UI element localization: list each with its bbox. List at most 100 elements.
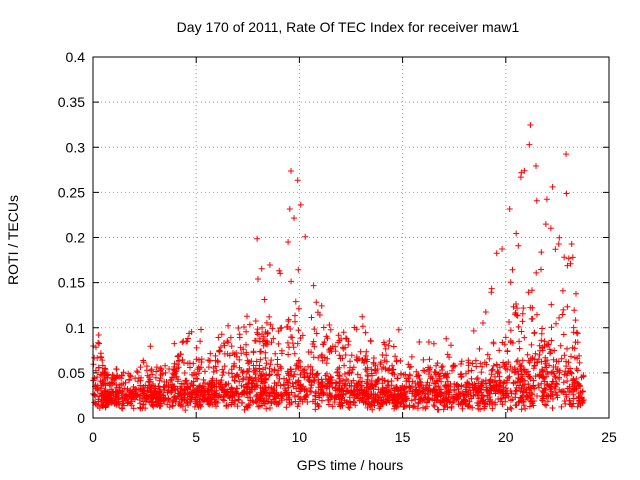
data-point: [412, 386, 419, 393]
data-point: [431, 403, 438, 410]
data-point: [140, 384, 147, 390]
data-point: [218, 331, 225, 338]
data-point: [127, 373, 134, 380]
data-point: [359, 357, 366, 363]
data-point: [249, 380, 256, 387]
data-point: [320, 341, 327, 348]
data-point: [319, 351, 325, 358]
data-point: [334, 369, 341, 376]
data-point: [490, 362, 497, 369]
data-point: [354, 381, 361, 388]
data-point: [127, 400, 134, 407]
data-point: [385, 342, 392, 349]
data-point: [387, 386, 393, 393]
data-point: [441, 402, 448, 409]
data-point: [338, 335, 345, 342]
data-point: [258, 372, 265, 379]
data-point: [270, 335, 277, 342]
data-point: [486, 398, 493, 405]
data-point: [116, 402, 123, 408]
data-point: [176, 357, 183, 364]
data-point: [158, 366, 165, 373]
data-point: [400, 386, 407, 393]
data-point: [250, 399, 257, 406]
data-point: [383, 399, 390, 406]
data-point: [439, 398, 446, 404]
data-point: [368, 377, 375, 384]
data-point: [386, 365, 393, 372]
data-point: [467, 384, 474, 391]
data-point: [454, 383, 461, 390]
data-point: [290, 373, 297, 380]
data-point: [275, 340, 282, 347]
x-tick-label: 10: [292, 429, 308, 445]
data-point: [232, 388, 239, 395]
data-point: [459, 401, 466, 408]
data-point: [316, 394, 322, 401]
data-point: [574, 330, 581, 337]
data-point: [543, 382, 550, 389]
data-point: [448, 403, 455, 410]
data-point: [442, 382, 449, 389]
data-point: [542, 221, 549, 228]
data-point: [468, 393, 475, 400]
data-point: [274, 356, 281, 363]
data-point: [294, 177, 301, 184]
data-point: [575, 400, 582, 407]
data-point: [424, 379, 431, 386]
data-point: [180, 338, 187, 345]
data-point: [327, 392, 334, 399]
data-point: [99, 357, 106, 364]
data-point: [417, 379, 424, 386]
data-point: [521, 369, 528, 376]
data-point: [432, 369, 439, 375]
data-point: [305, 349, 312, 355]
data-point: [472, 357, 479, 364]
data-point: [519, 310, 526, 317]
data-point: [254, 235, 261, 242]
data-point: [95, 339, 102, 346]
data-point: [388, 394, 395, 401]
data-point: [364, 379, 371, 386]
data-point: [164, 389, 171, 396]
data-point: [255, 403, 262, 410]
data-point: [390, 400, 397, 407]
data-point: [458, 361, 464, 367]
data-point: [575, 382, 582, 389]
data-point: [268, 400, 275, 407]
data-point: [278, 365, 285, 372]
data-point: [408, 353, 415, 360]
data-point: [547, 384, 554, 391]
data-point: [119, 395, 126, 402]
data-point: [113, 389, 120, 396]
data-point: [153, 393, 160, 400]
data-point: [458, 382, 465, 389]
data-point: [273, 372, 280, 379]
data-point: [292, 298, 299, 305]
data-point: [442, 403, 449, 410]
data-point: [326, 378, 333, 385]
data-point: [102, 403, 109, 410]
data-point: [512, 388, 519, 395]
y-tick-label: 0.35: [58, 94, 85, 110]
data-point: [416, 396, 423, 403]
data-point: [302, 393, 309, 400]
x-tick-label: 0: [89, 429, 97, 445]
data-point: [364, 400, 371, 407]
data-point: [549, 183, 556, 190]
data-point: [560, 306, 567, 313]
data-point: [568, 353, 574, 360]
data-point: [509, 396, 516, 403]
data-point: [353, 354, 360, 361]
data-point: [370, 355, 377, 361]
data-point: [200, 376, 207, 383]
data-point: [402, 390, 409, 397]
data-point: [529, 400, 536, 407]
data-point: [121, 402, 127, 409]
data-point: [434, 360, 441, 367]
data-point: [513, 230, 520, 237]
data-point: [337, 388, 344, 395]
data-point: [295, 305, 302, 312]
data-point: [529, 287, 535, 294]
data-point: [299, 367, 305, 374]
